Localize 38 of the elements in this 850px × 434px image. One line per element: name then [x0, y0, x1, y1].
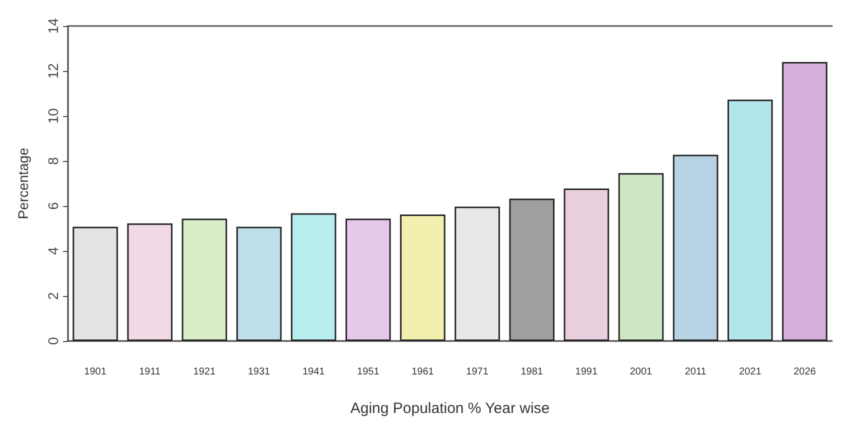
x-tick-label: 2011 [684, 366, 707, 378]
x-tick-label: 1921 [193, 366, 216, 378]
bar [618, 173, 664, 341]
y-tick-label: 6 [45, 202, 61, 210]
bar [182, 218, 228, 341]
y-tick-label: 10 [45, 108, 61, 124]
x-tick-label: 1961 [412, 366, 434, 378]
y-tick-label: 4 [45, 246, 61, 255]
y-tick-label: 14 [45, 18, 61, 34]
bar [672, 154, 718, 341]
x-tick-label: 1981 [520, 366, 544, 378]
y-tick-label: 0 [45, 336, 61, 345]
x-tick-label: 1951 [357, 366, 380, 378]
bar [236, 226, 282, 341]
y-axis-title: Percentage [15, 147, 31, 220]
y-tick-label: 12 [45, 63, 61, 79]
x-tick-label: 2026 [794, 366, 816, 378]
x-tick-label: 1991 [575, 366, 598, 378]
bar [72, 226, 118, 341]
bar [345, 218, 391, 341]
bar [782, 62, 828, 341]
bar [509, 198, 555, 341]
x-tick-label: 2001 [630, 366, 653, 378]
bar [564, 188, 610, 341]
x-axis-title: Aging Population % Year wise [350, 400, 550, 417]
bar [290, 213, 336, 341]
y-tick-label: 8 [45, 156, 61, 165]
bar [400, 214, 446, 341]
bar [454, 206, 500, 341]
x-tick-label: 1931 [248, 366, 271, 378]
x-tick-label: 2021 [739, 366, 762, 378]
x-tick-label: 1911 [139, 366, 162, 378]
x-tick-label: 1941 [302, 366, 326, 378]
bar [127, 223, 173, 341]
x-tick-label: 1901 [84, 366, 107, 378]
x-tick-label: 1971 [466, 366, 489, 378]
y-tick-label: 2 [45, 292, 61, 300]
bar [727, 100, 773, 341]
